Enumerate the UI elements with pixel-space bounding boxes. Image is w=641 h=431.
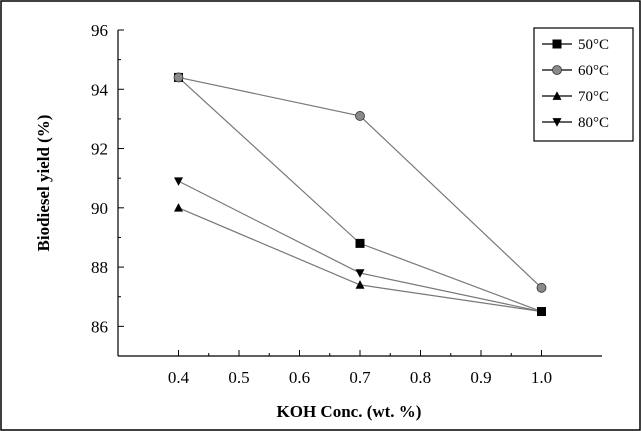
x-axis-title: KOH Conc. (wt. %): [277, 402, 422, 421]
x-tick-label: 0.6: [289, 368, 310, 387]
y-tick-label: 96: [91, 21, 108, 40]
data-point: [355, 111, 365, 121]
legend-label: 50°C: [578, 37, 609, 53]
legend-marker: [552, 65, 562, 75]
y-tick-label: 94: [91, 80, 109, 99]
legend: 50°C 60°C 70°C 80°C: [533, 27, 634, 142]
data-point: [355, 238, 365, 248]
x-tick-label: 0.5: [228, 368, 249, 387]
data-point: [355, 269, 365, 278]
x-tick-label: 1.0: [531, 368, 552, 387]
data-point: [536, 282, 547, 293]
data-point: [174, 203, 183, 212]
data-point: [355, 280, 365, 289]
legend-marker: [552, 91, 562, 100]
y-tick-label: 86: [91, 317, 108, 336]
legend-label: 80°C: [578, 115, 609, 131]
x-tick-label: 0.4: [168, 368, 190, 387]
legend-label: 60°C: [578, 63, 609, 79]
x-tick-label: 0.9: [470, 368, 491, 387]
y-tick-label: 92: [91, 140, 108, 159]
legend-marker: [552, 118, 562, 127]
x-tick-label: 0.8: [410, 368, 431, 387]
data-point: [174, 177, 183, 186]
data-point: [537, 307, 546, 317]
legend-label: 70°C: [578, 89, 609, 105]
y-tick-label: 90: [91, 199, 108, 218]
legend-marker: [552, 39, 562, 49]
y-tick-label: 88: [91, 258, 108, 277]
y-axis-title: Biodiesel yield (%): [34, 115, 53, 252]
x-tick-label: 0.7: [349, 368, 371, 387]
data-point: [173, 72, 184, 83]
